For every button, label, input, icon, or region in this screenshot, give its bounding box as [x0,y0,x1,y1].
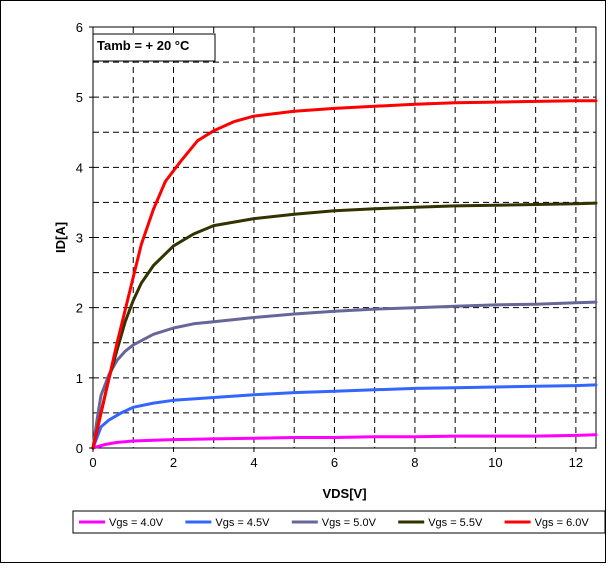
x-tick-label: 6 [331,455,338,470]
y-tick-label: 5 [76,90,83,105]
series-line [91,433,598,450]
legend-label: Vgs = 4.5V [215,517,270,529]
x-tick-label: 10 [488,455,502,470]
legend-box [72,510,606,534]
annotation-text: Tamb = + 20 °C [97,38,190,53]
legend-label: Vgs = 5.0V [322,517,377,529]
y-tick-label: 1 [76,371,83,386]
x-tick-label: 4 [250,455,257,470]
x-tick-label: 0 [89,455,96,470]
series-line [91,201,598,450]
y-axis-label: ID[A] [53,222,68,253]
grid [93,27,596,448]
legend-label: Vgs = 6.0V [535,517,590,529]
legend-label: Vgs = 5.5V [428,517,483,529]
series-line [91,300,598,450]
series-lines [91,99,598,450]
y-tick-label: 6 [76,20,83,35]
y-tick-label: 2 [76,301,83,316]
series-line [91,383,598,450]
x-tick-label: 8 [411,455,418,470]
temperature-annotation: Tamb = + 20 °C [92,33,216,62]
series-line [91,99,598,450]
x-tick-label: 12 [569,455,583,470]
legend: Vgs = 4.0V Vgs = 4.5V Vgs = 5.0V Vgs = 5.5V… [72,510,606,534]
x-tick-label: 2 [170,455,177,470]
y-tick-label: 3 [76,231,83,246]
annotation-box [92,33,216,62]
y-tick-label: 0 [76,441,83,456]
y-tick-label: 4 [76,160,83,175]
x-axis-label: VDS[V] [322,486,366,501]
legend-label: Vgs = 4.0V [109,517,164,529]
